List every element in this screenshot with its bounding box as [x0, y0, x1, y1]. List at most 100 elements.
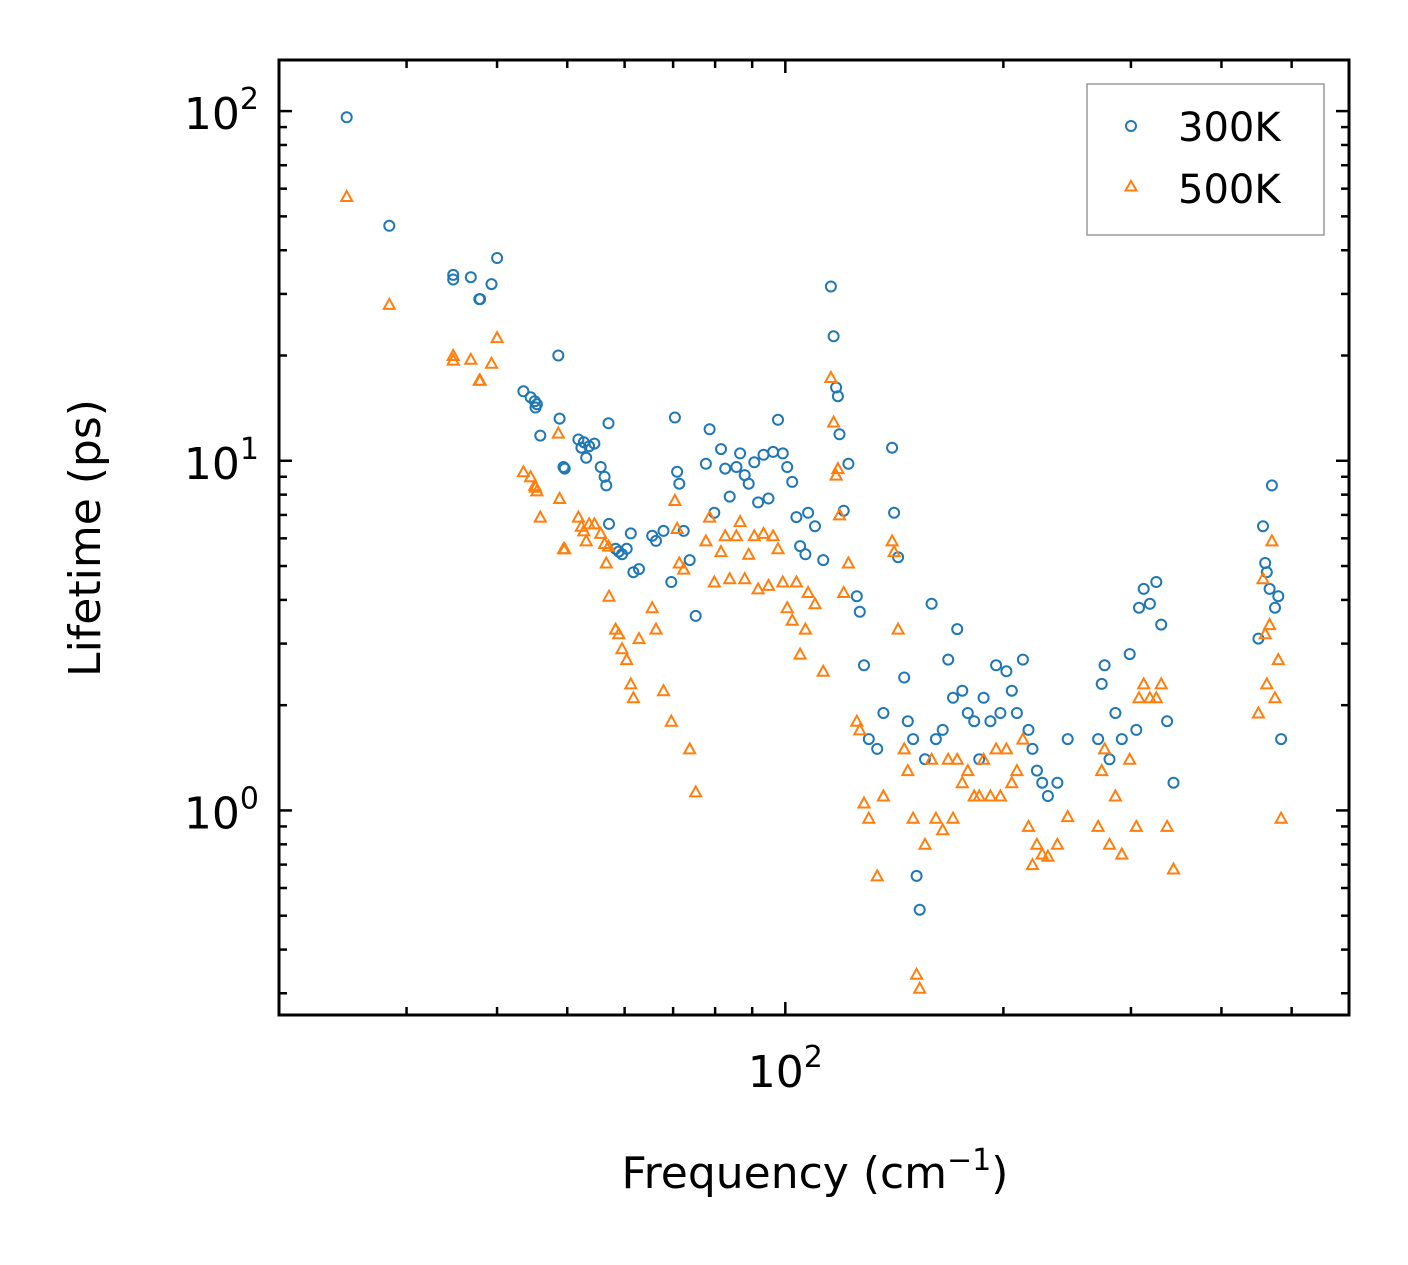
- data-point-300k: [588, 437, 601, 450]
- data-point-500k: [852, 722, 867, 736]
- data-point-300k: [1265, 479, 1278, 492]
- data-point-300k: [1272, 590, 1285, 603]
- data-point-500k: [876, 788, 891, 802]
- data-point-300k: [340, 111, 353, 124]
- data-point-300k: [1005, 684, 1018, 697]
- data-point-500k: [976, 751, 991, 765]
- data-point-500k: [718, 528, 733, 542]
- data-point-500k: [1166, 861, 1181, 875]
- data-point-300k: [984, 715, 997, 728]
- data-point-300k: [977, 691, 990, 704]
- data-point-500k: [905, 810, 921, 824]
- data-point-300k: [833, 428, 846, 441]
- data-point-500k: [765, 528, 781, 542]
- data-point-500k: [472, 372, 488, 386]
- data-point-300k: [553, 412, 566, 425]
- data-point-500k: [1131, 690, 1147, 704]
- data-point-500k: [1108, 788, 1123, 802]
- data-point-300k: [558, 462, 571, 475]
- data-point-500k: [870, 868, 885, 882]
- data-point-500k: [571, 509, 586, 523]
- data-point-500k: [1060, 809, 1075, 823]
- data-point-300k: [668, 411, 681, 424]
- data-point-500k: [1025, 857, 1040, 871]
- data-point-500k: [698, 533, 714, 547]
- data-point-500k: [830, 461, 846, 475]
- data-point-300k: [824, 280, 837, 293]
- data-point-500k: [446, 352, 461, 366]
- data-point-300k: [624, 527, 637, 540]
- data-point-300k: [968, 715, 981, 728]
- data-point-300k: [534, 429, 547, 442]
- data-point-500k: [1264, 533, 1280, 547]
- data-point-300k: [673, 477, 686, 490]
- data-point-500k: [339, 188, 354, 202]
- data-point-300k: [600, 479, 613, 492]
- data-point-300k: [776, 447, 789, 460]
- data-point-300k: [474, 293, 487, 306]
- data-point-500k: [611, 626, 626, 640]
- data-point-500k: [945, 810, 961, 824]
- data-point-500k: [988, 741, 1004, 755]
- data-point-500k: [1159, 818, 1175, 832]
- data-point-300k: [742, 477, 755, 490]
- data-point-500k: [826, 414, 841, 428]
- data-point-500k: [928, 810, 944, 824]
- data-point-300k: [715, 443, 727, 456]
- data-point-300k: [947, 691, 959, 704]
- data-point-500k: [446, 347, 461, 361]
- data-point-300k: [827, 330, 840, 343]
- data-point-500k: [849, 713, 864, 727]
- data-point-500k: [1259, 676, 1274, 690]
- data-point-300k: [1098, 659, 1111, 672]
- data-point-500k: [1004, 775, 1019, 789]
- data-point-500k: [672, 555, 687, 569]
- data-point-300k: [1022, 723, 1035, 736]
- data-point-500k: [601, 588, 617, 602]
- data-point-300k: [809, 520, 821, 533]
- data-point-300k: [858, 659, 870, 672]
- data-point-300k: [831, 390, 844, 403]
- data-point-500k: [656, 683, 671, 697]
- data-point-300k: [447, 273, 460, 286]
- data-point-300k: [817, 554, 830, 567]
- data-point-300k: [772, 413, 784, 426]
- data-point-300k: [1155, 618, 1168, 631]
- data-point-500k: [664, 713, 679, 727]
- data-point-500k: [770, 541, 786, 555]
- data-point-500k: [792, 646, 808, 660]
- data-point-300k: [929, 733, 942, 746]
- data-point-300k: [886, 441, 899, 454]
- data-point-500k: [832, 507, 847, 521]
- data-point-500k: [747, 528, 762, 542]
- data-point-500k: [1114, 846, 1129, 860]
- data-point-300k: [1000, 665, 1013, 678]
- data-point-500k: [924, 751, 939, 765]
- data-point-300k: [1260, 566, 1273, 579]
- data-point-500k: [856, 795, 872, 809]
- series-500k: [339, 188, 1289, 994]
- data-point-300k: [802, 506, 815, 519]
- data-point-500k: [648, 621, 664, 635]
- data-point-500k: [667, 492, 683, 506]
- data-point-500k: [484, 355, 499, 369]
- data-point-500k: [1035, 846, 1050, 860]
- data-point-300k: [781, 461, 794, 473]
- data-point-500k: [807, 596, 823, 610]
- data-point-300k: [734, 447, 747, 460]
- data-point-300k: [671, 465, 684, 478]
- data-point-300k: [689, 609, 702, 622]
- data-point-500k: [1273, 810, 1289, 824]
- data-point-300k: [1109, 707, 1122, 719]
- legend-marker-500k: [1123, 179, 1139, 192]
- data-point-500k: [941, 751, 956, 765]
- data-point-300k: [799, 548, 812, 561]
- data-point-500k: [756, 525, 771, 539]
- data-point-300k: [633, 563, 645, 576]
- data-point-300k: [683, 554, 696, 567]
- data-point-500k: [579, 533, 594, 547]
- legend: 300K 500K: [1086, 83, 1325, 236]
- data-point-300k: [901, 715, 914, 728]
- data-point-500k: [960, 763, 975, 777]
- y-tick-label: 102: [184, 82, 259, 140]
